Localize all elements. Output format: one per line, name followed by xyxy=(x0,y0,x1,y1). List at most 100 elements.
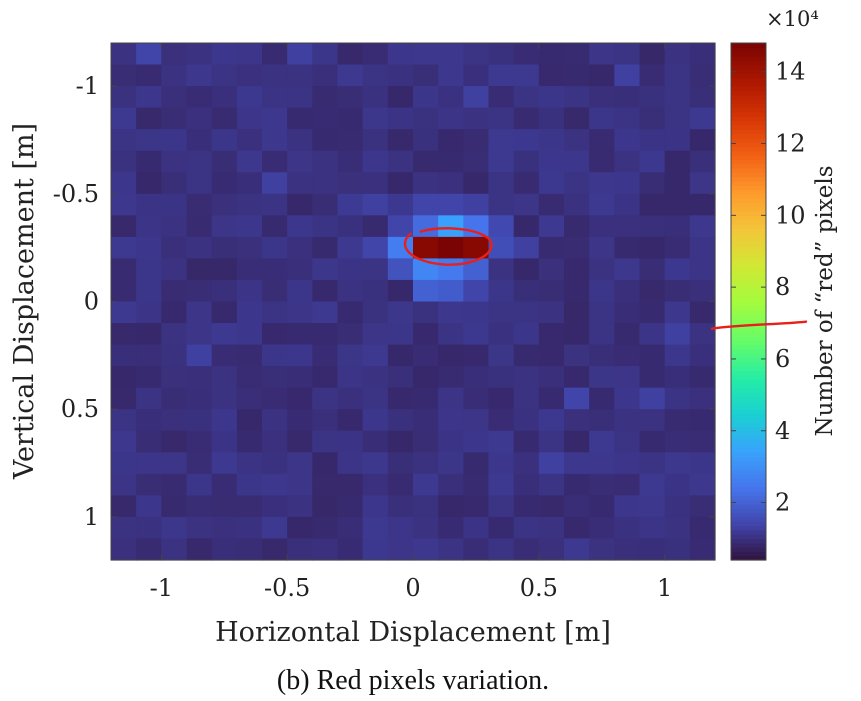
heatmap-cell xyxy=(337,516,364,540)
heatmap-cell xyxy=(614,516,641,540)
heatmap-cell xyxy=(689,215,716,238)
heatmap-cell xyxy=(186,538,213,561)
colorbar-segment xyxy=(731,413,766,419)
heatmap-cell xyxy=(564,516,590,540)
heatmap-cell xyxy=(689,473,716,496)
colorbar-segment xyxy=(731,267,766,272)
heatmap-cell xyxy=(639,323,666,346)
heatmap-cell xyxy=(689,538,716,561)
heatmap-cell xyxy=(161,409,188,432)
heatmap-cell xyxy=(463,64,490,87)
heatmap-cell xyxy=(538,172,565,195)
heatmap-cell xyxy=(438,387,464,410)
heatmap-cell xyxy=(614,172,641,195)
heatmap-cell xyxy=(186,150,213,173)
colorbar-segment xyxy=(731,486,766,492)
heatmap-cell xyxy=(614,409,641,432)
colorbar-segment xyxy=(731,348,766,354)
heatmap-cell xyxy=(236,107,263,130)
heatmap-cell xyxy=(438,473,464,496)
heatmap-cell xyxy=(337,193,364,216)
heatmap-cell xyxy=(161,323,188,346)
heatmap-cell xyxy=(362,366,389,389)
heatmap-cell xyxy=(161,452,188,475)
heatmap-cell xyxy=(362,279,389,303)
heatmap-cell xyxy=(111,538,137,561)
heatmap-cell xyxy=(564,107,590,130)
heatmap-cell xyxy=(186,86,213,109)
colorbar-segment xyxy=(731,249,766,255)
heatmap-cell xyxy=(111,150,137,173)
heatmap-cell xyxy=(538,409,565,432)
colorbar-segment xyxy=(731,275,766,281)
heatmap-cell xyxy=(387,495,414,518)
heatmap-cell xyxy=(614,215,641,238)
heatmap-cell xyxy=(287,516,313,540)
heatmap-cell xyxy=(211,516,238,540)
colorbar-segment xyxy=(731,314,766,320)
heatmap-cell xyxy=(413,107,439,130)
heatmap-cell xyxy=(211,172,238,195)
heatmap-cell xyxy=(689,495,716,518)
heatmap-cell xyxy=(312,150,339,173)
heatmap-cell xyxy=(488,366,515,389)
heatmap-cell xyxy=(186,301,213,324)
heatmap-cell xyxy=(262,107,288,130)
heatmap-cell xyxy=(564,409,590,432)
heatmap-cell xyxy=(614,344,641,367)
heatmap-cell xyxy=(538,538,565,561)
x-tick-label: -1 xyxy=(150,574,173,602)
colorbar-segment xyxy=(731,379,766,384)
heatmap-cell xyxy=(362,43,389,66)
colorbar-segment xyxy=(731,51,766,57)
heatmap-cell xyxy=(111,172,137,195)
heatmap-cell xyxy=(111,366,137,389)
heatmap-cell xyxy=(287,193,313,216)
heatmap-cell xyxy=(262,172,288,195)
heatmap-cell xyxy=(262,258,288,281)
heatmap-cell xyxy=(337,172,364,195)
heatmap-cell xyxy=(564,258,590,281)
colorbar-segment xyxy=(731,452,766,458)
x-tick-label: -0.5 xyxy=(264,574,310,602)
heatmap-cell xyxy=(337,473,364,496)
heatmap-cell xyxy=(236,409,263,432)
heatmap-cell xyxy=(136,430,162,453)
colorbar-segment xyxy=(731,426,766,432)
heatmap-cell xyxy=(463,452,490,475)
heatmap-cell xyxy=(236,172,263,195)
heatmap-cell xyxy=(337,344,364,367)
heatmap-cell xyxy=(689,301,716,324)
colorbar-label: Number of “red” pixels xyxy=(812,165,838,436)
heatmap-cell xyxy=(413,344,439,367)
heatmap-cell xyxy=(211,344,238,367)
heatmap-cell xyxy=(664,236,691,260)
heatmap-cell xyxy=(488,323,515,346)
heatmap-cell xyxy=(186,64,213,87)
heatmap-cell xyxy=(589,172,615,195)
colorbar-segment xyxy=(731,90,766,96)
heatmap-cell xyxy=(236,150,263,173)
heatmap-cell xyxy=(689,107,716,130)
heatmap-cell xyxy=(639,64,666,87)
heatmap-cell xyxy=(413,86,439,109)
heatmap-cell xyxy=(211,215,238,238)
heatmap-cell xyxy=(362,387,389,410)
y-tick-label: 0 xyxy=(84,288,99,316)
heatmap-cell xyxy=(111,430,137,453)
heatmap-cell xyxy=(614,258,641,281)
heatmap-cell xyxy=(664,366,691,389)
heatmap-cell xyxy=(664,279,691,303)
heatmap-cell xyxy=(564,172,590,195)
heatmap-cell xyxy=(136,43,162,66)
heatmap-cell xyxy=(614,366,641,389)
heatmap-cell xyxy=(362,430,389,453)
colorbar-segment xyxy=(731,77,766,83)
heatmap-cell xyxy=(312,64,339,87)
heatmap-cell xyxy=(564,452,590,475)
heatmap-cell xyxy=(362,409,389,432)
colorbar-tick-label: 4 xyxy=(775,417,790,445)
heatmap-cell xyxy=(614,150,641,173)
heatmap-cell xyxy=(337,323,364,346)
colorbar-segment xyxy=(731,555,766,561)
